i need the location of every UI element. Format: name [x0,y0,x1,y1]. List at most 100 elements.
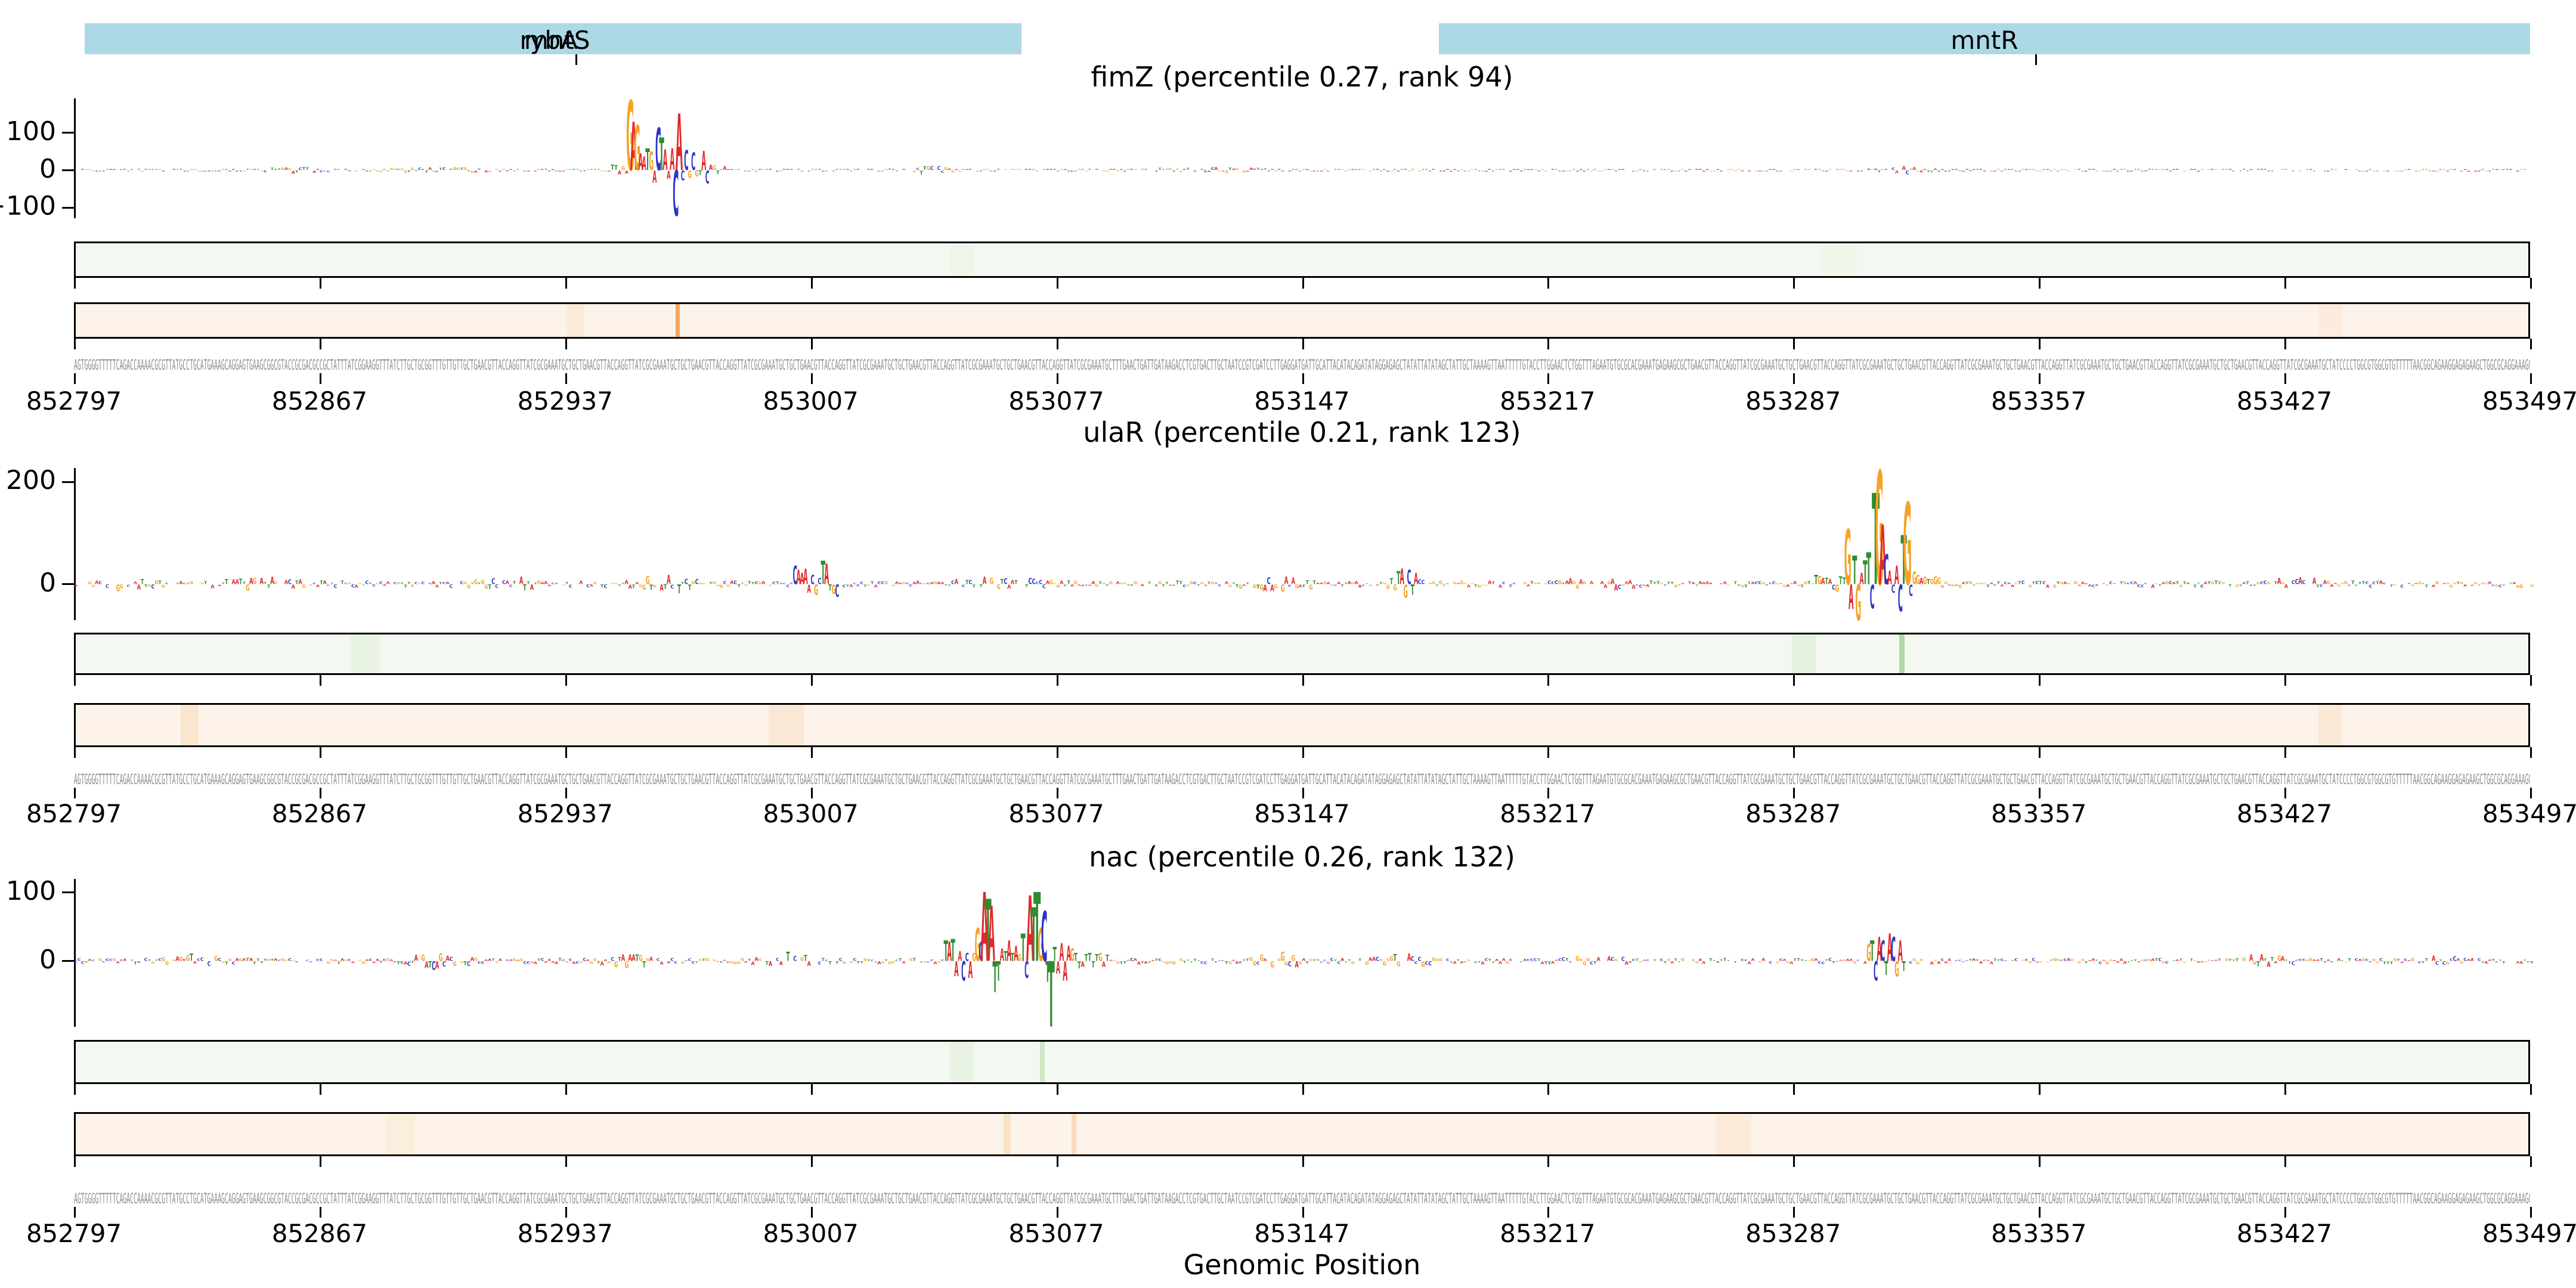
logo-letter-A: A [1320,171,1324,172]
logo-letter-A: A [912,581,916,585]
logo-letter-C: C [1562,956,1566,962]
logo-letter-A: A [298,578,302,586]
x-tick [2530,373,2532,384]
logo-letter-A: A [895,581,899,585]
logo-letter-A: A [2414,583,2419,584]
x-tick [1547,373,1550,384]
logo-letter-C: C [1883,546,1889,594]
logo-letter-G: G [1983,583,1987,584]
logo-letter-C: C [748,171,751,172]
logo-letter-A: A [2095,584,2099,587]
x-tick [2530,1156,2532,1167]
logo-letter-G: G [1134,169,1138,170]
logo-letter-C: C [611,956,615,962]
logo-letter-G: G [1523,581,1527,584]
logo-letter-G: G [2460,582,2464,585]
x-tick [2530,278,2532,289]
logo-letter-T: T [246,958,249,962]
logo-letter-C: C [102,961,106,963]
logo-letter-A: A [1204,584,1208,586]
logo-letter-C: C [442,167,446,171]
logo-letter-T: T [1733,961,1738,964]
logo-letter-T: T [1478,171,1482,172]
logo-letter-T: T [899,958,902,962]
logo-letter-C: C [200,956,204,962]
logo-letter-C: C [940,959,945,961]
logo-letter-A: A [172,169,177,171]
logo-letter-A: A [474,170,478,173]
logo-letter-C: C [1158,958,1162,961]
x-tick [1302,1084,1304,1095]
logo-letter-T: T [523,583,527,593]
logo-letter-T: T [1779,583,1784,584]
logo-letter-A: A [1568,577,1572,586]
logo-letter-A: A [1879,509,1887,603]
logo-letter-G: G [2179,584,2182,588]
logo-letter-A: A [2519,961,2523,965]
logo-letter-T: T [1835,169,1840,170]
logo-letter-T: T [2264,169,2268,171]
logo-letter-G: G [1782,584,1786,587]
logo-letter-G: G [2393,584,2397,586]
logo-letter-G: G [1126,169,1131,171]
y-tick-label: 200 [6,465,56,496]
logo-letter-T: T [2207,581,2210,586]
logo-letter-G: G [141,170,145,172]
logo-letter-T: T [1670,581,1674,584]
logo-letter-G: G [116,583,120,594]
logo-letter-G: G [2284,169,2289,171]
logo-letter-A: A [1200,169,1205,171]
logo-letter-A: A [484,959,488,961]
orange-heatmap-band [74,302,2530,339]
logo-letter-G: G [397,582,401,585]
logo-letter-T: T [1737,584,1741,587]
logo-letter-A: A [1990,582,1994,584]
logo-letter-A: A [1081,584,1085,587]
logo-letter-A: A [849,584,853,589]
logo-letter-A: A [383,584,387,587]
logo-letter-G: G [2158,169,2162,170]
logo-letter-A: A [1134,958,1137,962]
logo-letter-G: G [713,959,717,961]
logo-letter-A: A [123,958,126,961]
logo-letter-G: G [2372,171,2376,172]
x-tick [1056,373,1058,384]
logo-letter-A: A [1979,961,1983,964]
logo-letter-A: A [779,583,784,584]
logo-letter-T: T [590,169,594,170]
logo-letter-C: C [1024,957,1029,983]
logo-letter-A: A [1481,961,1485,966]
logo-letter-C: C [860,581,863,585]
logo-letter-C: C [754,581,758,585]
logo-letter-G: G [1102,582,1106,584]
logo-letter-G: G [626,82,634,193]
logo-letter-C: C [793,955,797,962]
logo-letter-G: G [1495,169,1499,170]
logo-letter-A: A [1400,565,1404,590]
logo-letter-A: A [1709,582,1713,584]
x-tick-label: 853007 [763,1219,859,1248]
logo-letter-T: T [239,577,243,586]
logo-letter-C: C [91,959,95,961]
logo-letter-T: T [2154,169,2159,170]
logo-letter-C: C [78,958,81,962]
logo-letter-T: T [597,169,601,170]
logo-letter-C: C [2200,584,2204,589]
logo-letter-C: C [1880,935,1885,968]
logo-letter-T: T [2032,581,2035,585]
logo-letter-G: G [1558,580,1562,586]
logo-letter-G: G [2442,169,2447,170]
logo-letter-T: T [1442,584,1447,586]
logo-letter-A: A [2200,961,2205,963]
logo-letter-C: C [144,958,147,962]
logo-letter-G: G [1109,581,1113,585]
logo-letter-C: C [927,961,930,963]
logo-letter-A: A [1839,959,1843,961]
logo-letter-C: C [583,958,586,962]
logo-letter-G: G [1481,171,1485,172]
logo-letter-T: T [709,582,713,585]
logo-letter-G: G [1049,580,1054,586]
logo-letter-T: T [2228,958,2232,961]
sequence-text: AGTGGGGTTTTTCAGACCAAAACGCGTTATGCCTGCATGA… [74,357,2530,372]
logo-letter-C: C [670,958,674,962]
